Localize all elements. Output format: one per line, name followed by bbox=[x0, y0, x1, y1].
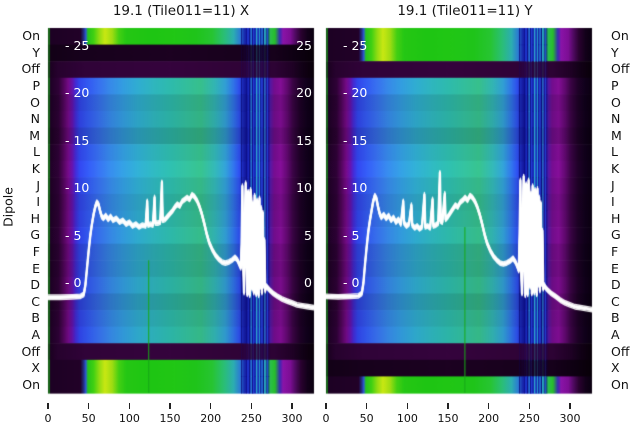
dipole-tick-label-left: N bbox=[30, 111, 40, 127]
x-tick-mark bbox=[447, 403, 449, 409]
x-tick-label: 50 bbox=[359, 412, 374, 425]
x-tick-label: 300 bbox=[281, 412, 303, 425]
x-tick-label: 50 bbox=[81, 412, 96, 425]
dipole-tick-label-right: J bbox=[611, 177, 615, 193]
x-tick-label: 150 bbox=[437, 412, 459, 425]
x-tick-mark bbox=[528, 403, 531, 409]
dipole-tick-label-right: O bbox=[611, 94, 621, 110]
db-tick-label-right: 25 bbox=[296, 37, 312, 53]
panel-title-y: 19.1 (Tile011=11) Y bbox=[397, 3, 533, 19]
dipole-tick-label-left: C bbox=[31, 293, 40, 309]
db-tick-label-right: 5 bbox=[304, 227, 312, 243]
dipole-tick-label-left: H bbox=[30, 210, 40, 226]
dipole-tick-label-left: D bbox=[30, 277, 40, 293]
db-tick-label-right: 0 bbox=[304, 275, 312, 290]
dipole-tick-label-left: Y bbox=[32, 44, 40, 60]
db-tick-label-left: - 15 bbox=[65, 132, 90, 148]
x-tick-mark bbox=[406, 403, 409, 409]
db-tick-label-left: - 5 bbox=[65, 227, 82, 243]
db-tick-label-left: - 0 bbox=[65, 275, 82, 290]
dipole-tick-label-left: Off bbox=[21, 61, 40, 77]
dipole-tick-label-right: B bbox=[611, 310, 620, 326]
dipole-tick-label-left: J bbox=[36, 177, 40, 193]
dipole-tick-label-right: C bbox=[611, 293, 620, 309]
x-tick-mark bbox=[169, 403, 171, 409]
dipole-tick-label-right: K bbox=[611, 161, 620, 177]
dipole-tick-label-right: H bbox=[611, 210, 621, 226]
dipole-tick-label-left: P bbox=[32, 78, 40, 94]
x-tick-label: 0 bbox=[44, 412, 52, 425]
db-tick-label-left: - 0 bbox=[343, 275, 360, 290]
x-tick-label: 0 bbox=[322, 412, 330, 425]
dipole-tick-label-left: K bbox=[31, 161, 40, 177]
x-tick-mark bbox=[128, 403, 131, 409]
dipole-tick-label-right: A bbox=[611, 326, 620, 342]
x-tick-mark bbox=[365, 403, 368, 409]
db-tick-label-left: - 25 bbox=[65, 37, 90, 53]
dipole-tick-label-left: O bbox=[30, 94, 40, 110]
x-tick-mark bbox=[87, 403, 90, 409]
x-tick-mark bbox=[209, 403, 212, 409]
x-tick-label: 200 bbox=[200, 412, 222, 425]
db-tick-label-left: - 5 bbox=[343, 227, 360, 243]
x-tick-mark bbox=[250, 403, 253, 409]
dipole-tick-label-left: On bbox=[22, 28, 40, 44]
dipole-tick-label-right: Off bbox=[611, 343, 630, 359]
db-tick-label-left: - 10 bbox=[343, 180, 368, 195]
dipole-tick-label-left: B bbox=[31, 310, 40, 326]
dipole-tick-label-left: A bbox=[31, 326, 40, 342]
x-tick-label: 250 bbox=[518, 412, 540, 425]
db-tick-label-left: - 10 bbox=[65, 180, 90, 195]
dipole-tick-label-left: X bbox=[31, 360, 40, 376]
dipole-tick-label-left: On bbox=[22, 376, 40, 392]
x-tick-label: 150 bbox=[159, 412, 181, 425]
db-tick-label-right: 10 bbox=[296, 180, 312, 195]
dipole-tick-label-right: N bbox=[611, 111, 621, 127]
x-tick-mark bbox=[325, 403, 327, 409]
dipole-tick-label-right: G bbox=[611, 227, 621, 243]
dipole-tick-label-right: M bbox=[611, 127, 622, 143]
x-tick-mark bbox=[291, 403, 293, 409]
x-tick-mark bbox=[487, 403, 490, 409]
db-tick-label-left: - 20 bbox=[343, 85, 368, 100]
x-tick-label: 300 bbox=[559, 412, 581, 425]
dipole-tick-label-right: On bbox=[611, 28, 629, 44]
panel-title-x: 19.1 (Tile011=11) X bbox=[112, 3, 250, 19]
x-tick-label: 250 bbox=[240, 412, 262, 425]
db-tick-label-left: - 15 bbox=[343, 132, 368, 148]
dipole-tick-label-right: On bbox=[611, 376, 629, 392]
dipole-tick-label-left: E bbox=[32, 260, 40, 276]
dipole-tick-label-right: L bbox=[611, 144, 618, 160]
db-tick-label-right: 20 bbox=[296, 85, 312, 100]
db-tick-label-left: - 25 bbox=[343, 37, 368, 53]
dipole-tick-label-left: M bbox=[29, 127, 40, 143]
dipole-tick-label-right: P bbox=[611, 78, 619, 94]
dipole-tick-label-right: Off bbox=[611, 61, 630, 77]
x-tick-label: 100 bbox=[118, 412, 140, 425]
x-tick-mark bbox=[47, 403, 49, 409]
dipole-tick-label-right: Y bbox=[611, 44, 619, 60]
db-tick-label-left: - 20 bbox=[65, 85, 90, 100]
dipole-tick-label-right: X bbox=[611, 360, 620, 376]
x-tick-label: 200 bbox=[478, 412, 500, 425]
dipole-tick-label-right: D bbox=[611, 277, 621, 293]
x-tick-mark bbox=[569, 403, 571, 409]
x-tick-label: 100 bbox=[396, 412, 418, 425]
dipole-tick-label-left: Off bbox=[21, 343, 40, 359]
dipole-tick-label-left: F bbox=[32, 243, 40, 259]
dipole-tick-label-left: G bbox=[30, 227, 40, 243]
dipole-tick-label-right: I bbox=[611, 194, 615, 210]
db-tick-label-right: 15 bbox=[296, 132, 312, 148]
dipole-tick-label-left: L bbox=[33, 144, 40, 160]
dipole-tick-label-right: E bbox=[611, 260, 619, 276]
dipole-tick-label-left: I bbox=[36, 194, 40, 210]
dipole-tick-label-right: F bbox=[611, 243, 619, 259]
